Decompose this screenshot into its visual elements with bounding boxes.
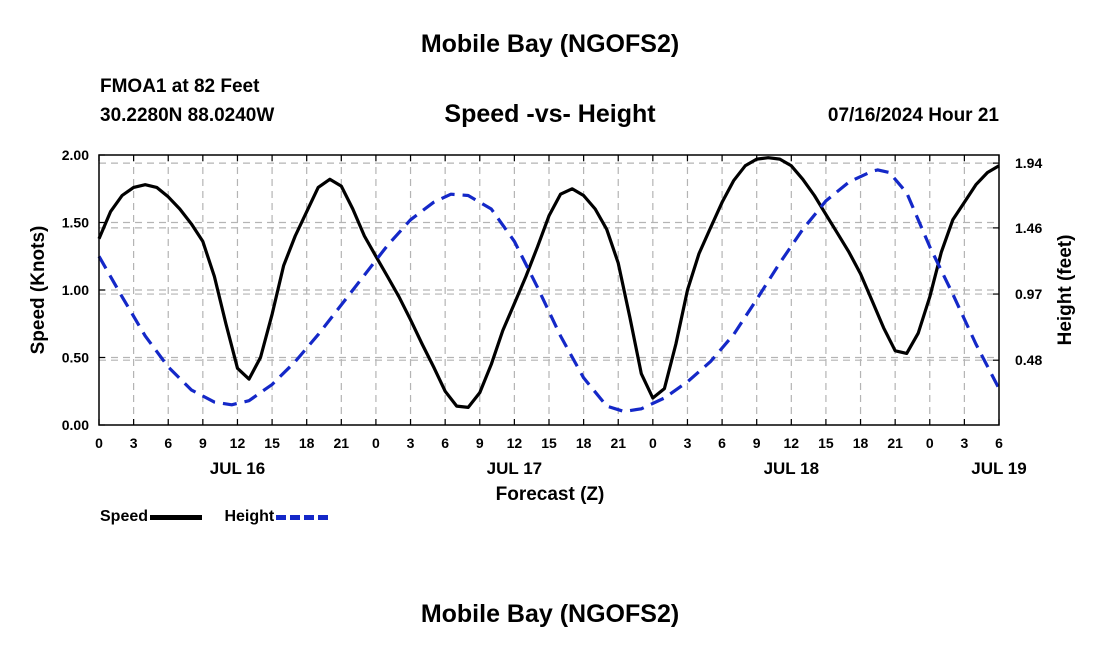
y-axis-label: Speed (Knots) (28, 226, 49, 355)
page-title: Mobile Bay (NGOFS2) (420, 30, 680, 58)
legend-label-speed: Speed (100, 508, 149, 525)
x-axis-label: Forecast (Z) (496, 484, 605, 505)
x-tick-label: 21 (887, 435, 903, 451)
chart-legend: Speed Height (100, 508, 346, 526)
x-tick-label: 3 (130, 435, 138, 451)
legend-item-height: Height (224, 508, 329, 526)
x-tick-label: 6 (718, 435, 726, 451)
y-tick-label: 0.00 (62, 417, 89, 433)
chart-axes: 0 3 6 9 12 15 18 21 0 3 6 9 12 15 18 21 0 3 6 9 12 15 18 21 0 3 6 J… (62, 147, 1043, 478)
x-tick-label: 12 (230, 435, 246, 451)
legend-label-height: Height (224, 508, 275, 525)
x-tick-label: 9 (753, 435, 761, 451)
x-tick-label: 9 (476, 435, 484, 451)
y2-tick-label: 0.97 (1015, 286, 1042, 302)
x-tick-label: 18 (299, 435, 315, 451)
date-label: JUL 19 (971, 459, 1026, 478)
x-tick-label: 18 (576, 435, 592, 451)
x-tick-label: 15 (264, 435, 280, 451)
x-tick-label: 9 (199, 435, 207, 451)
station-coordinates: 30.2280N 88.0240W (100, 105, 275, 126)
date-label: JUL 18 (764, 459, 819, 478)
y-tick-label: 1.00 (62, 282, 89, 298)
x-tick-label: 0 (649, 435, 657, 451)
x-tick-label: 12 (507, 435, 523, 451)
x-tick-label: 15 (818, 435, 834, 451)
x-tick-label: 3 (407, 435, 415, 451)
x-tick-label: 12 (784, 435, 800, 451)
chart-grid (99, 155, 999, 425)
footer-title: Mobile Bay (NGOFS2) (420, 600, 680, 628)
legend-swatch-height (276, 514, 329, 520)
y2-tick-label: 1.46 (1015, 220, 1042, 236)
x-tick-label: 21 (610, 435, 626, 451)
x-tick-label: 0 (95, 435, 103, 451)
x-tick-label: 15 (541, 435, 557, 451)
y-tick-label: 0.50 (62, 350, 89, 366)
date-label: JUL 16 (210, 459, 265, 478)
x-tick-label: 6 (441, 435, 449, 451)
y-tick-label: 2.00 (62, 147, 89, 163)
chart-series (97, 156, 1001, 414)
legend-swatch-speed (150, 514, 203, 520)
y2-axis-label: Height (feet) (1055, 235, 1076, 346)
chart-title: Speed -vs- Height (444, 100, 656, 128)
height-series-line (97, 168, 1001, 414)
y2-tick-label: 1.94 (1015, 155, 1042, 171)
station-name: FMOA1 at 82 Feet (100, 76, 260, 97)
forecast-run-time: 07/16/2024 Hour 21 (827, 105, 999, 126)
legend-item-speed: Speed (100, 508, 203, 526)
y2-tick-label: 0.48 (1015, 352, 1042, 368)
speed-series-line (97, 156, 1000, 409)
x-tick-label: 0 (926, 435, 934, 451)
x-tick-label: 18 (853, 435, 869, 451)
x-tick-label: 3 (960, 435, 968, 451)
date-label: JUL 17 (487, 459, 542, 478)
x-tick-label: 6 (164, 435, 172, 451)
x-tick-label: 6 (995, 435, 1003, 451)
y-tick-label: 1.50 (62, 215, 89, 231)
x-tick-label: 21 (334, 435, 350, 451)
x-tick-label: 3 (684, 435, 692, 451)
x-tick-label: 0 (372, 435, 380, 451)
